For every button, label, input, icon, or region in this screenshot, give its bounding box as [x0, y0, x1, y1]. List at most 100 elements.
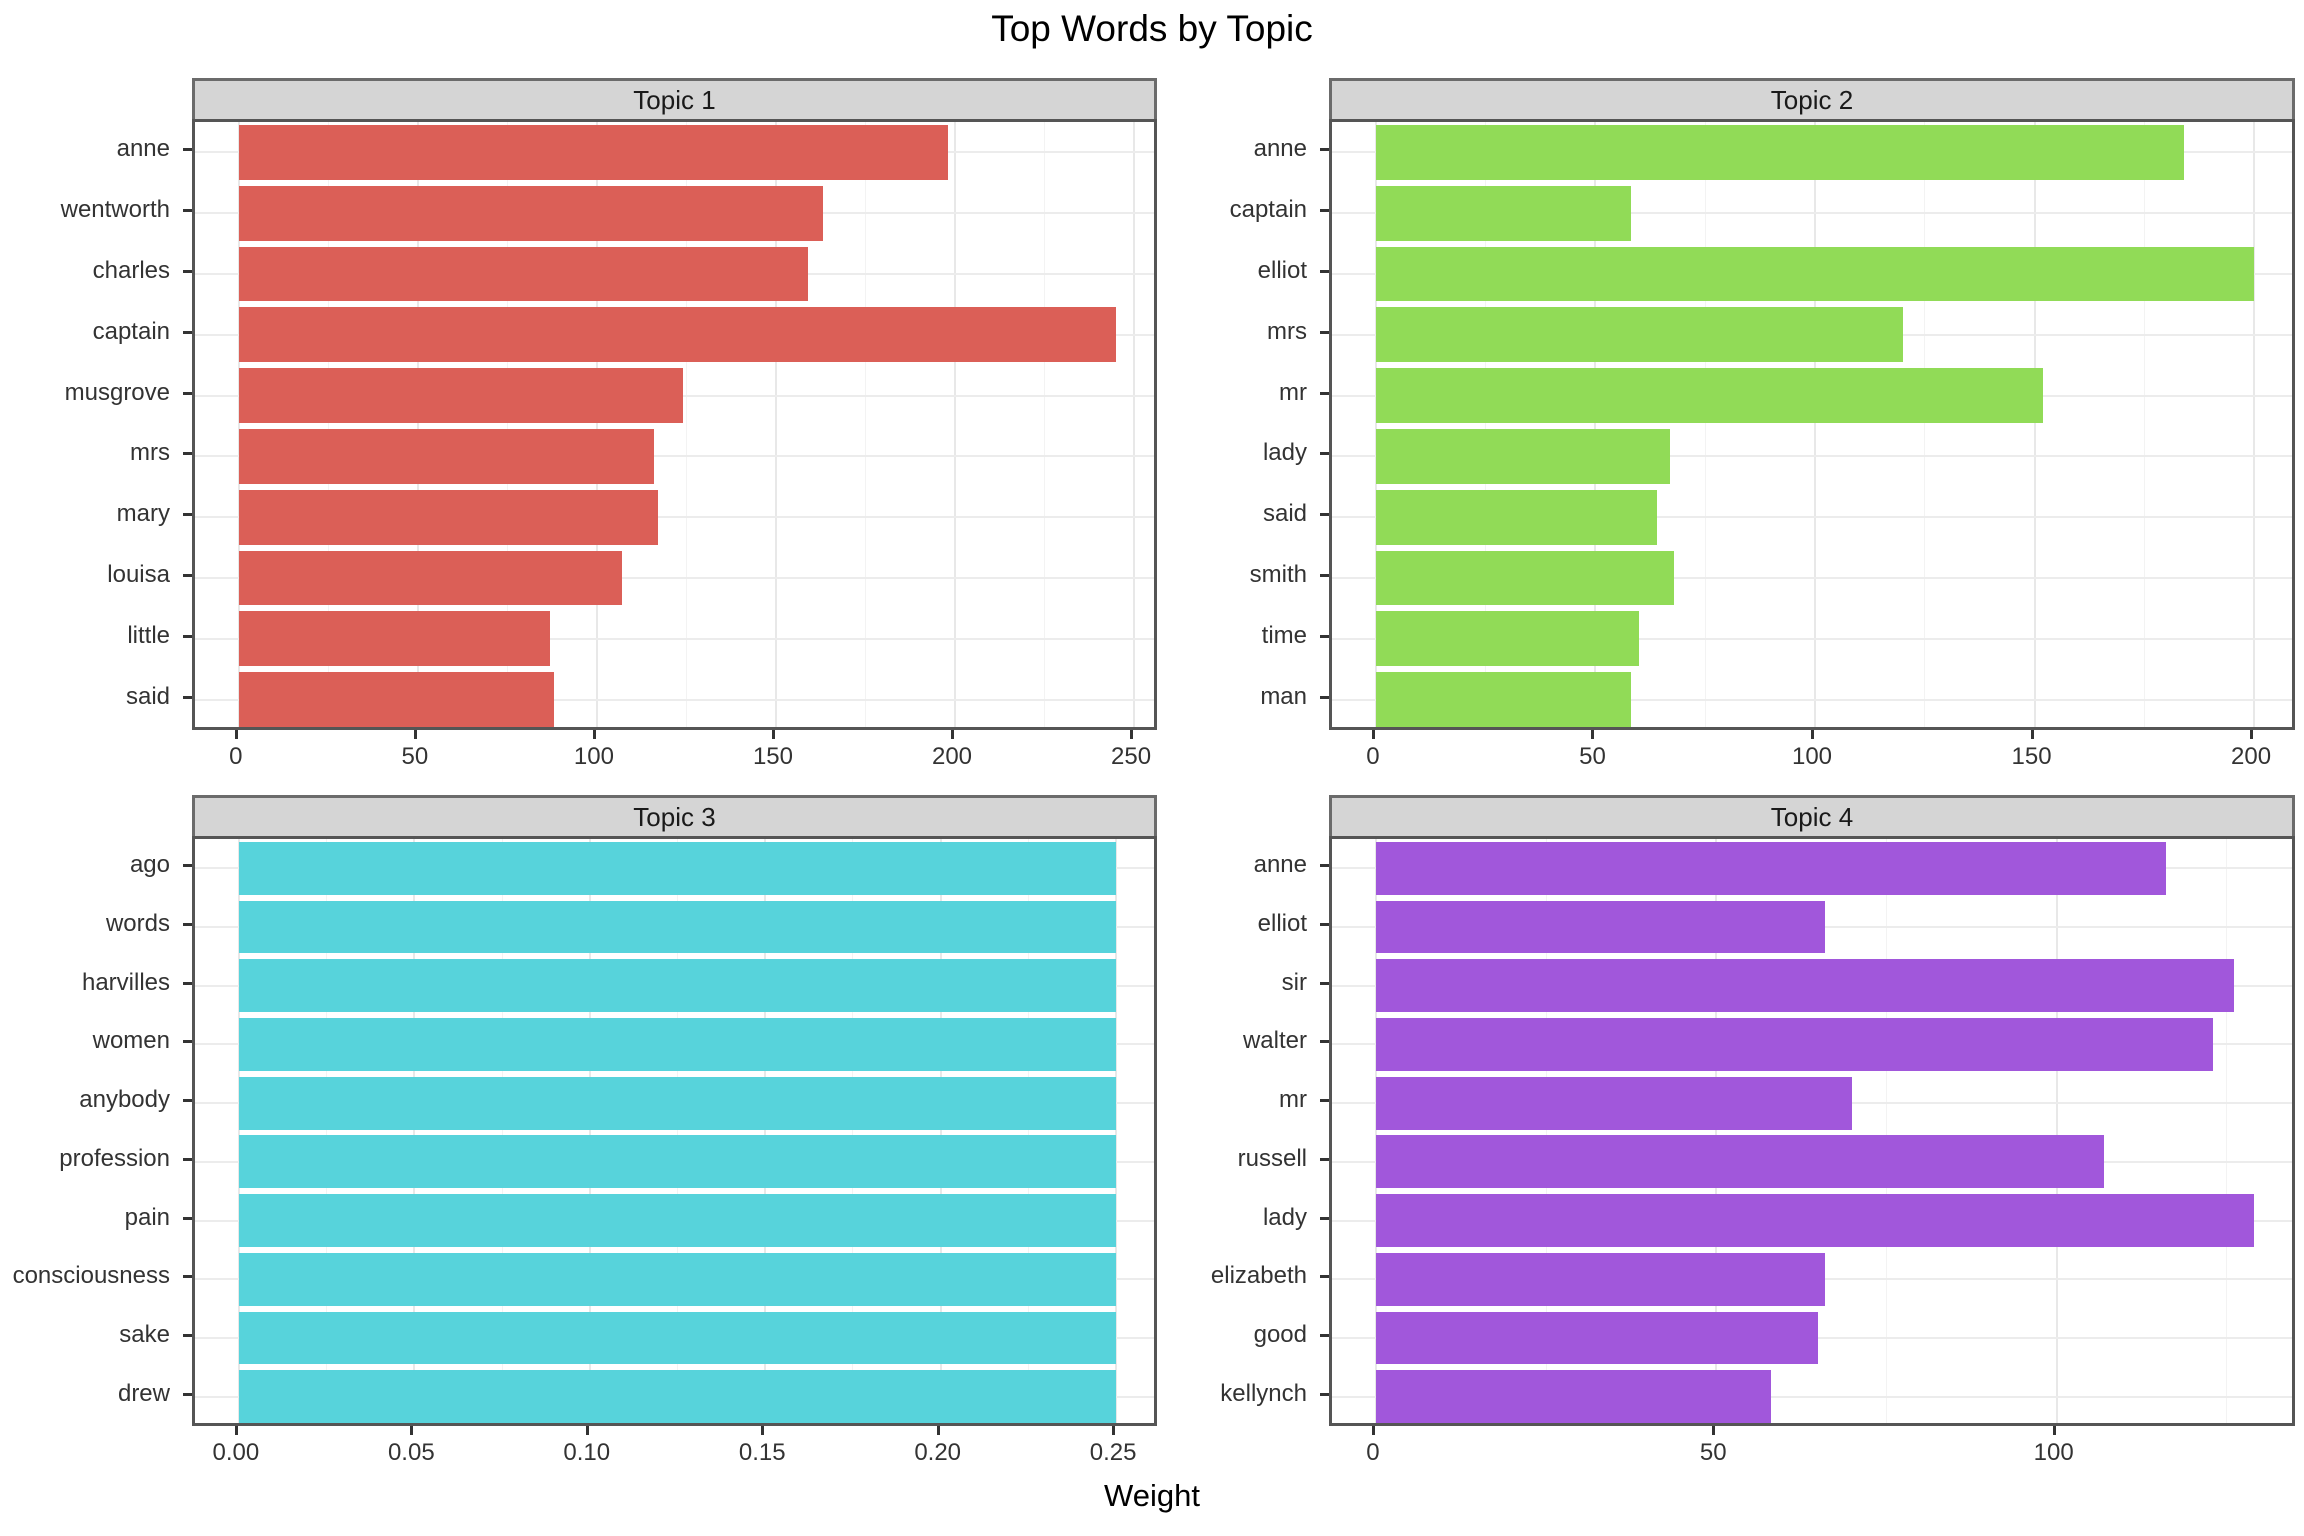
y-tick-mark — [1320, 1157, 1329, 1161]
x-tick-mark — [234, 1426, 238, 1435]
bar-good — [1375, 1311, 1819, 1365]
gridline-major — [237, 122, 240, 727]
x-tick-label-200: 200 — [931, 743, 973, 770]
x-tick-label-50: 50 — [1579, 743, 1606, 770]
x-tick-label-0.10: 0.10 — [563, 1439, 611, 1466]
gridline-minor — [677, 839, 678, 1423]
x-tick-label-200: 200 — [2231, 743, 2272, 770]
x-tick-mark — [936, 1426, 940, 1435]
y-tick-label-mary: mary — [116, 500, 170, 528]
y-tick-mark — [183, 148, 192, 152]
gridline-horizontal — [1332, 212, 2292, 215]
x-tick-label-0.20: 0.20 — [914, 1439, 962, 1466]
bar-sake — [238, 1311, 1117, 1365]
gridline-major — [1715, 839, 1718, 1423]
bar-anne — [238, 125, 948, 180]
bar-lady — [1375, 429, 1671, 484]
x-tick-mark — [761, 1426, 765, 1435]
bar-anne — [1375, 841, 2166, 895]
facet-topic-3: Topic 3 ago words harvilles women anybody prof… — [0, 795, 1157, 1486]
y-tick-label-captain: captain — [92, 317, 170, 345]
gridline-minor — [1044, 122, 1046, 727]
y-tick-mark — [183, 981, 192, 985]
x-tick-mark — [1591, 730, 1595, 739]
bar-drew — [238, 1370, 1117, 1423]
y-tick-mark — [183, 513, 192, 517]
facet-panel-topic-2 — [1329, 119, 2295, 730]
gridline-minor — [506, 122, 508, 727]
y-tick-label-pain: pain — [124, 1203, 170, 1231]
bar-time — [1375, 611, 1640, 667]
y-tick-mark — [1320, 1392, 1329, 1396]
gridline-minor — [1485, 122, 1487, 727]
y-tick-mark — [183, 270, 192, 273]
y-tick-label-elizabeth: elizabeth — [1210, 1262, 1307, 1290]
y-tick-label-anne: anne — [116, 135, 170, 163]
gridline-major — [939, 839, 942, 1423]
facet-panel-topic-4 — [1329, 836, 2295, 1426]
y-tick-mark — [183, 1157, 192, 1161]
x-tick-label-100: 100 — [573, 743, 614, 770]
y-tick-mark — [1320, 391, 1329, 395]
gridline-major — [237, 839, 240, 1423]
gridline-major — [595, 122, 598, 727]
y-tick-mark — [1320, 923, 1329, 927]
gridline-horizontal — [1332, 1395, 2292, 1398]
facet-panel-topic-1 — [192, 119, 1157, 730]
y-tick-mark — [1320, 864, 1329, 868]
gridline-horizontal — [195, 577, 1154, 579]
y-tick-mark — [1320, 1040, 1329, 1044]
gridline-major — [774, 122, 777, 727]
gridline-minor — [327, 122, 329, 727]
y-tick-label-profession: profession — [59, 1144, 170, 1172]
bar-sir — [1375, 959, 2234, 1013]
x-tick-label-0: 0 — [1366, 743, 1380, 770]
bar-little — [238, 611, 551, 667]
y-tick-label-harvilles: harvilles — [81, 968, 170, 996]
x-tick-label-50: 50 — [1699, 1439, 1727, 1466]
gridline-minor — [2143, 122, 2145, 727]
y-tick-label-good: good — [1253, 1320, 1307, 1348]
bar-mr — [1375, 368, 2044, 423]
y-tick-mark — [183, 1040, 192, 1044]
x-tick-label-0: 0 — [229, 743, 243, 770]
bar-louisa — [238, 550, 622, 606]
x-tick-label-50: 50 — [401, 743, 429, 770]
y-tick-label-lady: lady — [1262, 1203, 1307, 1231]
gridline-minor — [1027, 839, 1029, 1423]
x-tick-label-0.05: 0.05 — [387, 1439, 435, 1466]
gridline-major — [413, 839, 416, 1423]
y-tick-mark — [1320, 1099, 1329, 1103]
y-tick-label-smith: smith — [1249, 561, 1307, 588]
x-tick-mark — [1371, 730, 1375, 739]
gridline-major — [1594, 122, 1597, 727]
gridline-major — [954, 122, 956, 727]
gridline-horizontal — [195, 698, 1154, 701]
facet-strip-topic-4: Topic 4 — [1329, 795, 2295, 839]
bar-said — [1375, 489, 1657, 545]
y-tick-mark — [183, 391, 192, 395]
gridline-horizontal — [1332, 637, 2292, 640]
y-tick-mark — [1320, 513, 1329, 517]
bar-women — [238, 1018, 1117, 1071]
gridline-horizontal — [1332, 516, 2292, 519]
bar-anybody — [238, 1076, 1117, 1130]
x-tick-label-100: 100 — [2033, 1439, 2074, 1466]
gridline-major — [2055, 839, 2058, 1423]
y-tick-mark — [183, 330, 192, 334]
bar-captain — [238, 307, 1117, 363]
bar-mrs — [238, 429, 655, 484]
bar-charles — [238, 246, 809, 302]
bar-mary — [238, 489, 658, 545]
x-tick-mark — [1130, 730, 1134, 739]
gridline-major — [588, 839, 591, 1423]
x-tick-mark — [2250, 730, 2254, 739]
chart-title: Top Words by Topic — [991, 8, 1313, 49]
bar-wentworth — [238, 185, 823, 241]
gridline-horizontal — [195, 637, 1154, 640]
bar-profession — [238, 1135, 1117, 1189]
facet-panel-topic-3 — [192, 836, 1157, 1426]
y-tick-label-words: words — [105, 910, 170, 938]
y-tick-mark — [1320, 270, 1329, 273]
